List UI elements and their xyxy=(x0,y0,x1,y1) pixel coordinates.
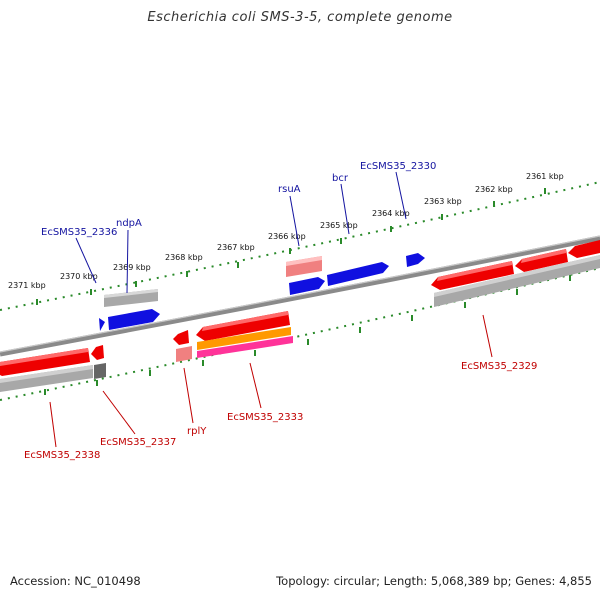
scale-label: 2366 kbp xyxy=(268,232,306,241)
scale-label: 2369 kbp xyxy=(113,263,151,272)
gene-label: EcSMS35_2330 xyxy=(360,161,436,172)
connector-line xyxy=(482,314,493,358)
scale-label: 2361 kbp xyxy=(526,172,564,181)
scale-label: 2364 kbp xyxy=(372,209,410,218)
scale-label: 2367 kbp xyxy=(217,243,255,252)
outer-major-ticks xyxy=(36,188,546,305)
gene-feature xyxy=(568,240,600,258)
gene-feature-shine xyxy=(0,365,93,383)
connector-line xyxy=(340,183,350,235)
gene-feature xyxy=(197,327,291,350)
scale-label: 2368 kbp xyxy=(165,253,203,262)
reverse-features xyxy=(0,240,600,392)
gene-label: bcr xyxy=(332,173,349,184)
inner-major-ticks xyxy=(44,275,571,395)
gene-feature xyxy=(176,346,192,362)
gene-feature xyxy=(108,309,160,330)
genome-backbone-highlight xyxy=(0,235,600,353)
gene-feature xyxy=(94,363,106,379)
gene-label: EcSMS35_2338 xyxy=(24,450,100,461)
genome-backbone xyxy=(0,235,600,357)
gene-feature xyxy=(197,336,293,358)
connector-line xyxy=(126,229,129,294)
scale-label: 2371 kbp xyxy=(8,281,46,290)
gene-feature-shine xyxy=(0,348,88,366)
gene-label: EcSMS35_2337 xyxy=(100,437,176,448)
accession-text: Accession: NC_010498 xyxy=(10,574,141,588)
label-connectors xyxy=(49,171,493,448)
gene-feature-shine xyxy=(434,255,600,297)
top-gene-labels: EcSMS35_2336 ndpA rsuA bcr EcSMS35_2330 xyxy=(41,161,436,238)
gene-feature-shine xyxy=(202,311,288,331)
gene-label: rsuA xyxy=(278,184,301,195)
scale-label: 2362 kbp xyxy=(475,185,513,194)
connector-line xyxy=(289,195,300,247)
scale-label: 2370 kbp xyxy=(60,272,98,281)
connector-line xyxy=(395,171,407,220)
gene-label: EcSMS35_2336 xyxy=(41,227,117,238)
genome-summary-text: Topology: circular; Length: 5,068,389 bp… xyxy=(276,574,592,588)
forward-features xyxy=(99,253,425,331)
gene-label: EcSMS35_2329 xyxy=(461,361,537,372)
bottom-gene-labels: EcSMS35_2338 EcSMS35_2337 rplY EcSMS35_2… xyxy=(24,361,537,461)
scale-labels: 2371 kbp 2370 kbp 2369 kbp 2368 kbp 2367… xyxy=(8,172,564,290)
gene-feature xyxy=(406,253,425,267)
gene-label: EcSMS35_2333 xyxy=(227,412,303,423)
gene-feature-shine xyxy=(521,249,566,263)
scale-label: 2363 kbp xyxy=(424,197,462,206)
page-title: Escherichia coli SMS-3-5, complete genom… xyxy=(147,10,453,25)
connector-line xyxy=(49,401,57,448)
gene-label: ndpA xyxy=(116,218,142,229)
gene-feature xyxy=(173,330,189,345)
gene-feature-shine xyxy=(437,261,512,281)
connector-line xyxy=(102,390,136,435)
gene-feature xyxy=(91,345,104,360)
gene-feature xyxy=(99,318,105,331)
gene-feature xyxy=(289,277,325,295)
connector-line xyxy=(249,362,262,409)
connector-line xyxy=(75,237,97,284)
scale-label: 2365 kbp xyxy=(320,221,358,230)
connector-line xyxy=(183,367,194,424)
gene-label: rplY xyxy=(187,426,207,437)
gene-feature-shine xyxy=(286,256,322,266)
gene-feature xyxy=(327,262,389,286)
gene-feature-shine xyxy=(104,289,158,298)
